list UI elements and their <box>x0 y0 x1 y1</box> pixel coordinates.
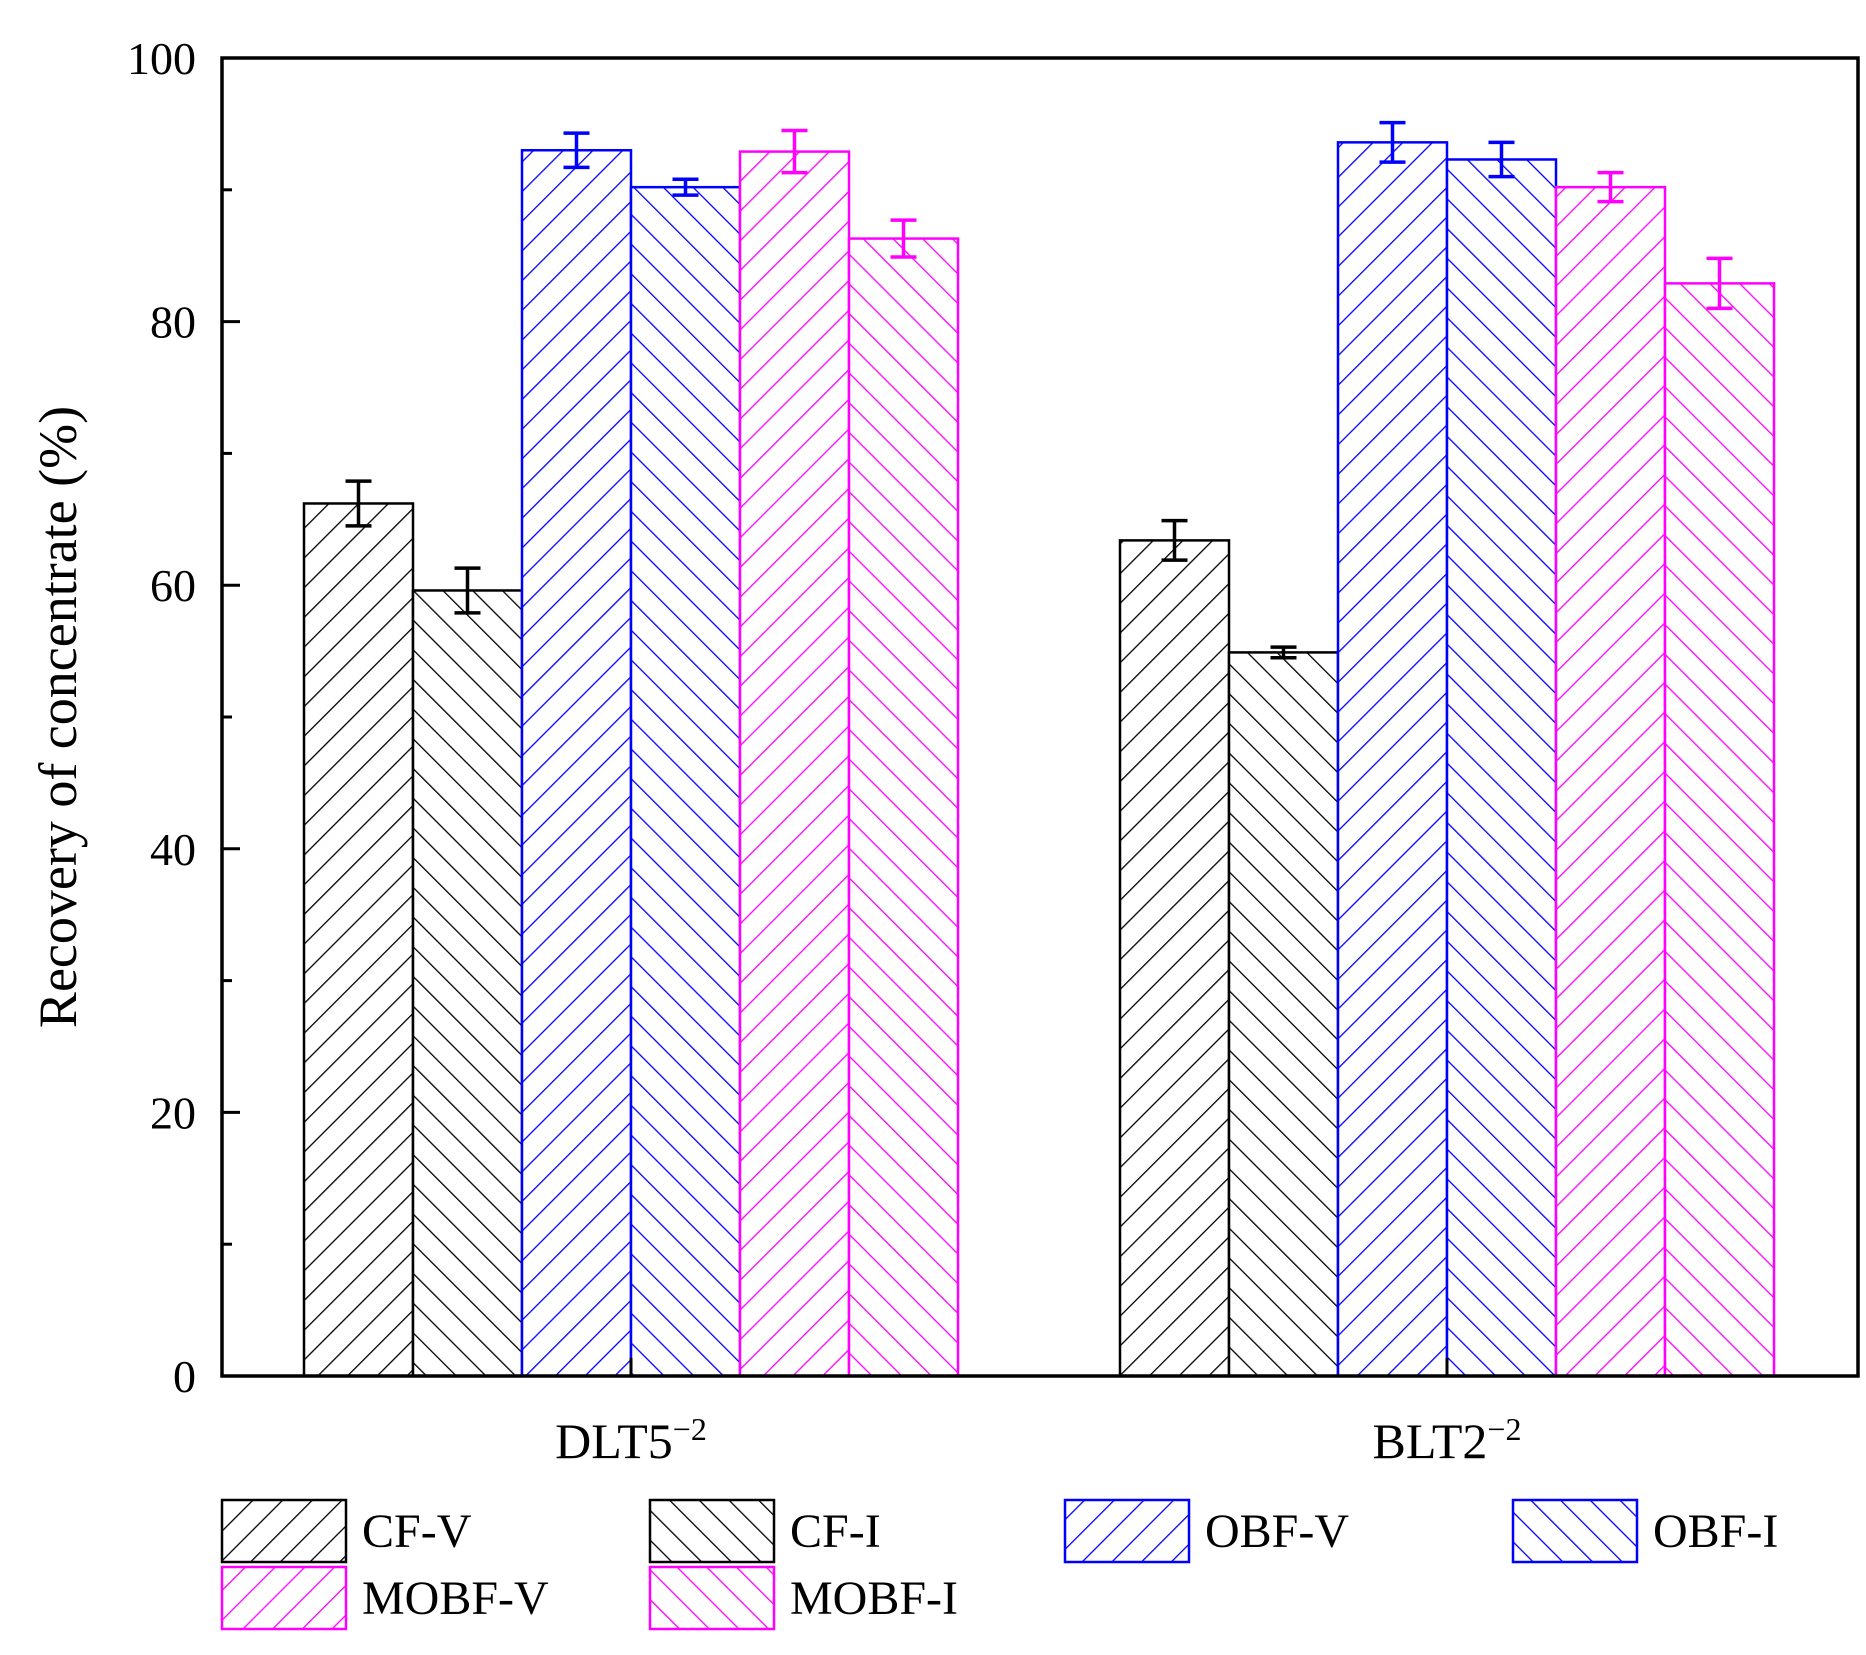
legend-item-obf-i: OBF-I <box>1511 1498 1778 1564</box>
legend-label-mobf-v: MOBF-V <box>362 1572 549 1625</box>
error-bar-mobf-i-blt2 <box>1706 256 1733 311</box>
legend-item-cf-v: CF-V <box>220 1498 472 1564</box>
legend-item-obf-v: OBF-V <box>1063 1498 1349 1564</box>
legend-swatch-obf-i <box>1511 1498 1639 1564</box>
error-bar-obf-i-blt2 <box>1488 140 1515 179</box>
bar-cf-i-dlt5 <box>411 589 524 1378</box>
error-bar-cf-i-blt2 <box>1270 645 1297 660</box>
legend-item-mobf-v: MOBF-V <box>220 1565 549 1631</box>
error-bar-obf-v-dlt5 <box>563 131 590 170</box>
bar-cf-v-dlt5 <box>302 502 415 1378</box>
y-tick-label: 80 <box>150 297 196 348</box>
error-bar-mobf-v-dlt5 <box>781 128 808 175</box>
error-bar-mobf-v-blt2 <box>1597 170 1624 204</box>
category-label-blt2: BLT2−2 <box>1373 1411 1522 1469</box>
legend-swatch-mobf-i <box>648 1565 776 1631</box>
bar-obf-v-blt2 <box>1336 141 1449 1378</box>
error-bar-obf-v-blt2 <box>1379 120 1406 164</box>
error-bar-cf-v-dlt5 <box>345 479 372 528</box>
legend-swatch-obf-v <box>1063 1498 1191 1564</box>
error-bar-cf-i-dlt5 <box>454 566 481 615</box>
axes-layer: DLT5−2 BLT2−2 0 20 40 60 80 100 Recovery of conc… <box>28 33 1860 1469</box>
bar-obf-v-dlt5 <box>520 149 633 1378</box>
y-tick-label: 40 <box>150 824 196 875</box>
legend-swatch-cf-v <box>220 1498 348 1564</box>
bar-cf-v-blt2 <box>1118 539 1231 1378</box>
error-bar-cf-v-blt2 <box>1161 518 1188 562</box>
bar-mobf-i-dlt5 <box>847 237 960 1378</box>
legend-item-cf-i: CF-I <box>648 1498 881 1564</box>
error-bar-obf-i-dlt5 <box>672 177 699 197</box>
legend: CF-V CF-I OBF-V OBF-I MOBF-V MOBF-I <box>220 1498 1778 1631</box>
legend-label-cf-v: CF-V <box>362 1505 472 1558</box>
legend-label-cf-i: CF-I <box>790 1505 881 1558</box>
legend-label-obf-v: OBF-V <box>1205 1505 1349 1558</box>
y-tick-label: 20 <box>150 1087 196 1138</box>
bar-obf-i-blt2 <box>1445 158 1558 1378</box>
y-tick-label: 100 <box>127 33 196 84</box>
bars-layer <box>302 141 1776 1378</box>
bar-mobf-v-dlt5 <box>738 150 851 1378</box>
legend-label-mobf-i: MOBF-I <box>790 1572 958 1625</box>
error-bar-mobf-i-dlt5 <box>890 218 917 259</box>
bar-mobf-i-blt2 <box>1663 282 1776 1378</box>
legend-swatch-mobf-v <box>220 1565 348 1631</box>
legend-swatch-cf-i <box>648 1498 776 1564</box>
y-tick-label: 0 <box>173 1351 196 1402</box>
bar-cf-i-blt2 <box>1227 651 1340 1378</box>
y-tick-label: 60 <box>150 560 196 611</box>
legend-item-mobf-i: MOBF-I <box>648 1565 958 1631</box>
bar-obf-i-dlt5 <box>629 185 742 1378</box>
error-bars-layer <box>345 120 1733 660</box>
y-axis-title: Recovery of concentrate (%) <box>28 406 88 1028</box>
legend-label-obf-i: OBF-I <box>1653 1505 1778 1558</box>
bar-mobf-v-blt2 <box>1554 185 1667 1378</box>
category-label-dlt5: DLT5−2 <box>555 1411 707 1469</box>
